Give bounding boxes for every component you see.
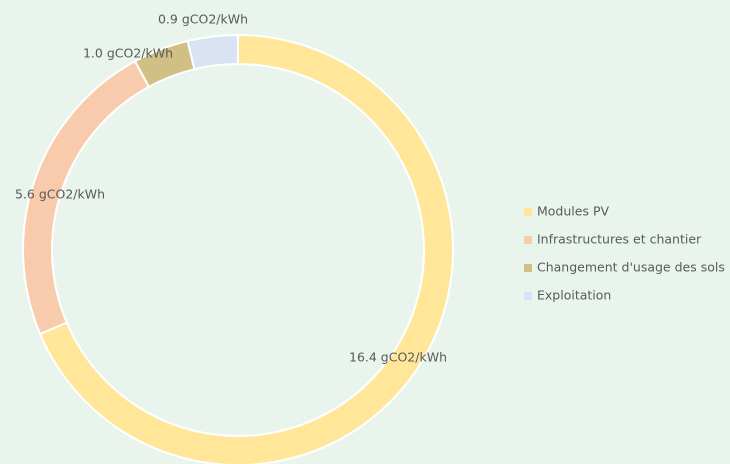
legend-label: Exploitation (537, 288, 611, 303)
legend-swatch (524, 292, 532, 300)
data-label: 1.0 gCO2/kWh (83, 46, 173, 61)
data-label: 0.9 gCO2/kWh (158, 12, 248, 27)
data-label: 16.4 gCO2/kWh (349, 350, 447, 365)
legend-label: Infrastructures et chantier (537, 232, 702, 247)
legend-swatch (524, 208, 532, 216)
donut-slice (38, 33, 454, 464)
legend-label: Modules PV (537, 204, 609, 219)
legend-swatch (524, 264, 532, 272)
legend-label: Changement d'usage des sols (537, 260, 725, 275)
data-label: 5.6 gCO2/kWh (15, 187, 105, 202)
legend-swatch (524, 236, 532, 244)
donut-slice (186, 33, 239, 71)
